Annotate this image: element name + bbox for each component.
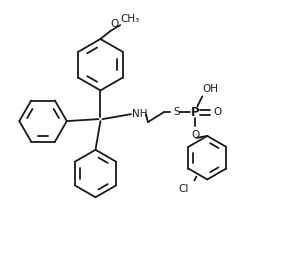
Text: S: S <box>174 107 180 117</box>
Text: OH: OH <box>202 84 218 94</box>
Text: Cl: Cl <box>178 184 188 195</box>
Text: O: O <box>213 107 221 117</box>
Text: P: P <box>191 106 200 119</box>
Text: O: O <box>191 130 200 140</box>
Text: NH: NH <box>132 109 147 119</box>
Text: CH₃: CH₃ <box>120 14 140 24</box>
Text: O: O <box>110 19 118 29</box>
